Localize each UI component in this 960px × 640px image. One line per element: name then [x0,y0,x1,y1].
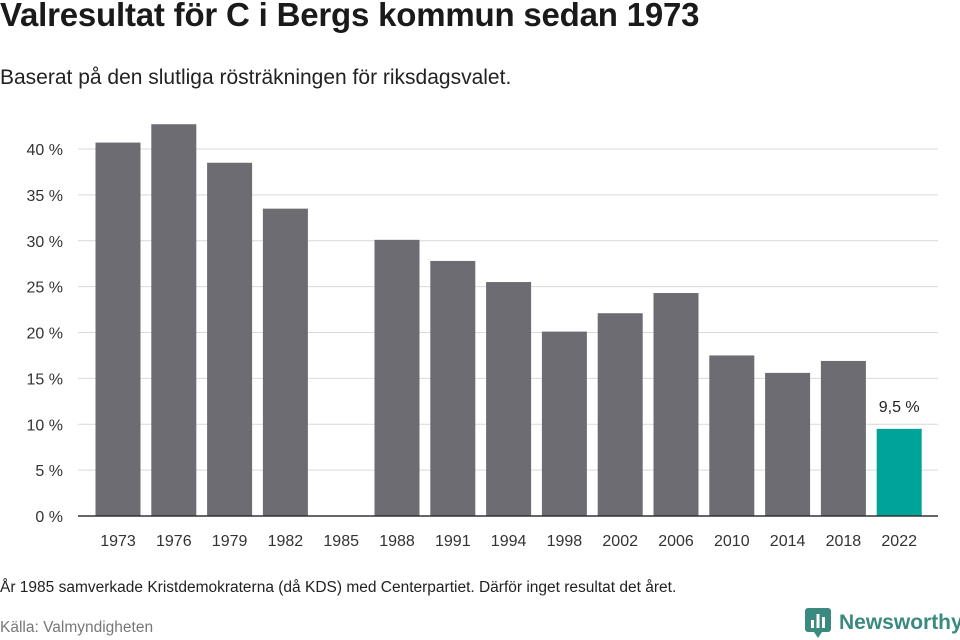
y-tick-label: 25 % [27,280,63,297]
chart-title: Valresultat för C i Bergs kommun sedan 1… [0,0,700,33]
x-tick-label: 1994 [491,533,527,550]
source-credit: Källa: Valmyndigheten [0,619,154,636]
y-tick-label: 30 % [27,234,63,251]
bar [151,124,197,516]
bar [820,360,866,516]
x-tick-label: 1991 [435,533,471,550]
x-tick-label: 2002 [602,533,638,550]
y-tick-label: 20 % [27,326,63,343]
bar [541,331,587,516]
bar [653,293,699,516]
bar [486,282,532,516]
bar [207,162,253,516]
brand-logo: Newsworthy [805,608,960,638]
x-tick-label: 2006 [658,533,694,550]
data-label: 9,5 % [879,399,920,416]
x-tick-label: 2018 [826,533,862,550]
bar [430,260,476,516]
bar [876,428,922,516]
x-tick-label: 1979 [212,533,248,550]
x-tick-label: 2022 [881,533,917,550]
bar [95,142,141,516]
bar [374,239,420,516]
footnote: År 1985 samverkade Kristdemokraterna (då… [0,579,677,596]
x-tick-label: 1988 [379,533,415,550]
y-tick-label: 15 % [27,371,63,388]
y-tick-label: 40 % [27,142,63,159]
bar [709,355,755,516]
bar [597,313,643,516]
bar [262,208,308,516]
x-tick-label: 1985 [323,533,359,550]
y-tick-label: 35 % [27,188,63,205]
x-tick-label: 1998 [547,533,583,550]
y-tick-label: 0 % [35,509,63,526]
bar [765,372,811,516]
y-tick-label: 5 % [35,463,63,480]
x-tick-label: 1973 [100,533,136,550]
x-tick-label: 1982 [268,533,304,550]
x-tick-label: 2010 [714,533,750,550]
newsworthy-logo-icon [805,608,831,638]
x-tick-label: 1976 [156,533,192,550]
brand-name: Newsworthy [839,611,960,634]
y-tick-label: 10 % [27,417,63,434]
chart-subtitle: Baserat på den slutliga rösträkningen fö… [0,66,512,89]
x-tick-label: 2014 [770,533,806,550]
